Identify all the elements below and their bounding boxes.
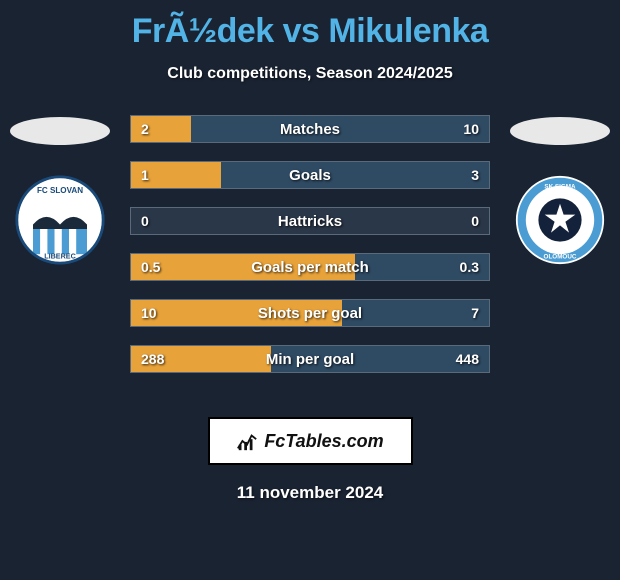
stat-bar: 00Hattricks (130, 207, 490, 235)
left-player-silhouette (10, 117, 110, 145)
bar-label: Matches (131, 121, 489, 138)
bar-label: Shots per goal (131, 305, 489, 322)
badge-text: LIBEREC (44, 252, 76, 261)
stats-bars: 210Matches 13Goals 00Hattricks 0.50.3Goals … (130, 115, 490, 373)
badge-text: SK SIGMA (544, 184, 576, 191)
fctables-logo[interactable]: FcTables.com (208, 417, 413, 465)
stat-bar: 288448Min per goal (130, 345, 490, 373)
bar-label: Goals (131, 167, 489, 184)
badge-text: FC SLOVAN (37, 186, 83, 195)
left-club-badge: FC SLOVAN LIBEREC (15, 175, 105, 265)
bar-label: Goals per match (131, 259, 489, 276)
bar-label: Hattricks (131, 213, 489, 230)
comparison-area: FC SLOVAN LIBEREC (0, 115, 620, 395)
left-player-column: FC SLOVAN LIBEREC (0, 115, 120, 265)
bar-label: Min per goal (131, 351, 489, 368)
stat-bar: 0.50.3Goals per match (130, 253, 490, 281)
liberec-badge-icon: FC SLOVAN LIBEREC (15, 175, 105, 265)
date-text: 11 november 2024 (0, 483, 620, 503)
badge-text: OLOMOUC (544, 254, 577, 261)
page-title: FrÃ½dek vs Mikulenka (0, 0, 620, 51)
chart-icon (236, 430, 258, 452)
subtitle: Club competitions, Season 2024/2025 (0, 65, 620, 83)
sigma-badge-icon: SK SIGMA OLOMOUC (515, 175, 605, 265)
stat-bar: 107Shots per goal (130, 299, 490, 327)
right-player-column: SK SIGMA OLOMOUC (500, 115, 620, 265)
logo-text: FcTables.com (264, 431, 383, 452)
right-player-silhouette (510, 117, 610, 145)
right-club-badge: SK SIGMA OLOMOUC (515, 175, 605, 265)
stat-bar: 210Matches (130, 115, 490, 143)
stat-bar: 13Goals (130, 161, 490, 189)
